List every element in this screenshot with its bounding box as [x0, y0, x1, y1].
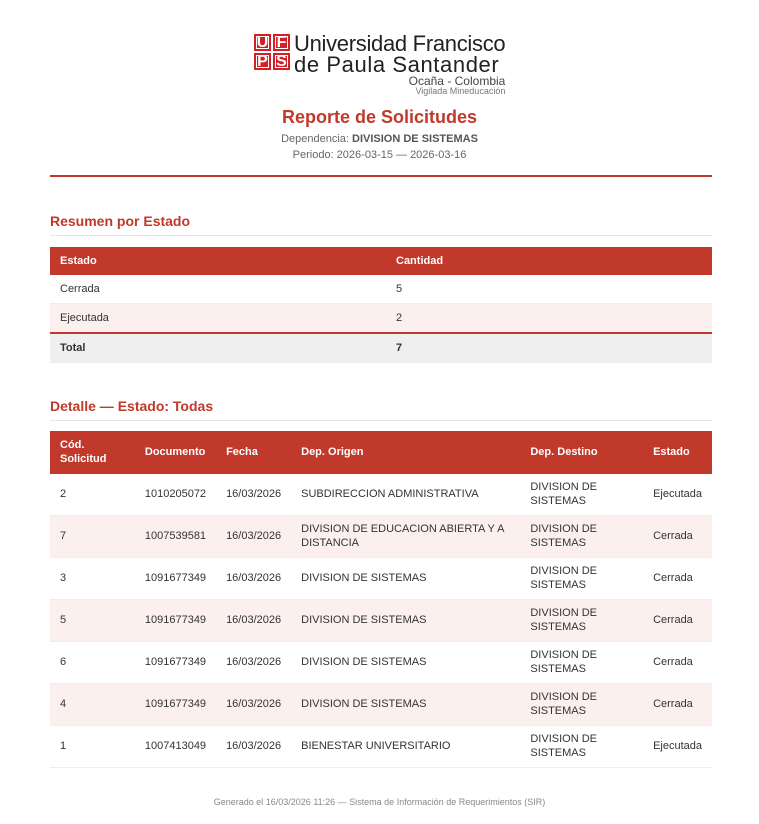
table-cell: DIVISION DE SISTEMAS — [291, 641, 521, 684]
table-cell: 16/03/2026 — [216, 515, 292, 558]
table-cell: SUBDIRECCION ADMINISTRATIVA — [291, 474, 521, 516]
table-cell: DIVISION DE SISTEMAS — [291, 599, 521, 642]
table-row: 3 1091677349 16/03/2026 DIVISION DE SISTEMA… — [50, 557, 712, 600]
table-cell: Cerrada — [643, 683, 712, 726]
table-row: 6 1091677349 16/03/2026 DIVISION DE SISTEMA… — [50, 641, 712, 684]
table-cell: DIVISION DE SISTEMAS — [520, 725, 644, 768]
table-cell: 5 — [50, 599, 135, 642]
table-cell: DIVISION DE EDUCACION ABIERTA Y A DISTAN… — [291, 515, 521, 558]
table-cell: DIVISION DE SISTEMAS — [520, 557, 644, 600]
report-title: Reporte de Solicitudes — [281, 107, 478, 127]
logo-line2: de Paula Santander — [294, 52, 500, 77]
periodo-line: Periodo: 2026-03-15 — 2026-03-16 — [292, 149, 467, 161]
table-cell: 1091677349 — [134, 641, 217, 684]
detail-heading: Detalle — Estado: Todas — [50, 398, 712, 421]
table-cell: 3 — [50, 557, 135, 600]
table-cell: 1007539581 — [134, 515, 217, 558]
table-row: 2 1010205072 16/03/2026 SUBDIRECCION ADMINI… — [50, 474, 712, 516]
summary-table: Estado Cantidad Cerrada 5 Ejecutada 2 Total… — [50, 247, 712, 363]
table-cell: 7 — [50, 515, 135, 558]
table-cell: 16/03/2026 — [216, 683, 292, 726]
table-row: 5 1091677349 16/03/2026 DIVISION DE SISTEMA… — [50, 599, 712, 642]
table-cell: Cerrada — [643, 515, 712, 558]
footer: Generado el 16/03/2026 11:26 — Sistema d… — [213, 797, 546, 807]
table-cell: 16/03/2026 — [216, 599, 292, 642]
summary-heading: Resumen por Estado — [50, 213, 712, 236]
table-cell: BIENESTAR UNIVERSITARIO — [291, 725, 521, 768]
table-row: Ejecutada 2 — [50, 303, 712, 334]
table-cell: 6 — [50, 641, 135, 684]
dependencia-line: Dependencia: DIVISION DE SISTEMAS — [281, 133, 478, 145]
table-row: Cerrada 5 — [50, 275, 712, 304]
table-cell: 16/03/2026 — [216, 474, 292, 516]
table-cell: DIVISION DE SISTEMAS — [520, 641, 644, 684]
table-cell: DIVISION DE SISTEMAS — [291, 683, 521, 726]
table-cell: 16/03/2026 — [216, 557, 292, 600]
table-cell: DIVISION DE SISTEMAS — [520, 515, 644, 558]
detail-table: Cód. Solicitud Documento Fecha Dep. Orig… — [50, 431, 712, 768]
table-cell: Cerrada — [643, 599, 712, 642]
table-cell: 1091677349 — [134, 599, 217, 642]
table-cell: 1091677349 — [134, 683, 217, 726]
table-cell: 2 — [50, 474, 135, 516]
table-row: 1 1007413049 16/03/2026 BIENESTAR UNIVERSIT… — [50, 725, 712, 768]
table-cell: Cerrada — [643, 641, 712, 684]
table-cell: 16/03/2026 — [216, 641, 292, 684]
table-cell: 1007413049 — [134, 725, 217, 768]
table-cell: DIVISION DE SISTEMAS — [291, 557, 521, 600]
logo-line4: Vigilada Mineducación — [415, 86, 506, 96]
table-cell: DIVISION DE SISTEMAS — [520, 683, 644, 726]
header-divider — [50, 175, 712, 177]
logo-line3: Ocaña - Colombia — [408, 74, 506, 88]
table-row: 7 1007539581 16/03/2026 DIVISION DE EDUCACI… — [50, 515, 712, 558]
table-row: 4 1091677349 16/03/2026 DIVISION DE SISTEMA… — [50, 683, 712, 726]
table-cell: Ejecutada — [643, 474, 712, 516]
total-row: Total 7 — [50, 332, 712, 363]
table-cell: 1010205072 — [134, 474, 217, 516]
table-cell: 4 — [50, 683, 135, 726]
table-cell: 16/03/2026 — [216, 725, 292, 768]
table-cell: Cerrada — [643, 557, 712, 600]
logo-line1: Universidad Francisco — [294, 31, 506, 56]
table-cell: 1 — [50, 725, 135, 768]
table-cell: Ejecutada — [643, 725, 712, 768]
table-cell: 1091677349 — [134, 557, 217, 600]
table-cell: DIVISION DE SISTEMAS — [520, 474, 644, 516]
table-cell: DIVISION DE SISTEMAS — [520, 599, 644, 642]
